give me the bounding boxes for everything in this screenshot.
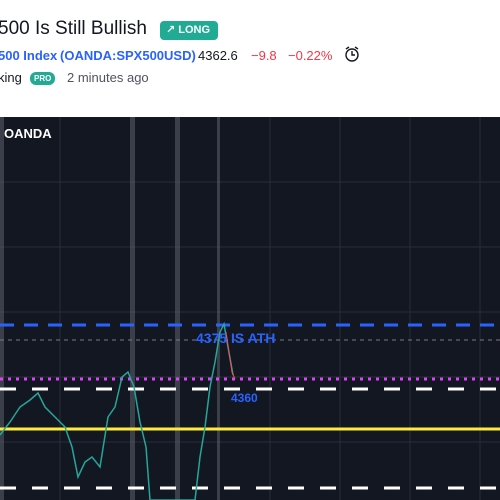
symbol-code[interactable]: (OANDA:SPX500USD): [60, 48, 196, 63]
author[interactable]: king: [0, 70, 22, 85]
level-annotation: 4360: [231, 391, 258, 405]
chart-bg: [0, 117, 500, 500]
price-path: [0, 321, 234, 500]
session-bars: [0, 117, 220, 500]
price-path-red: [225, 331, 236, 380]
long-badge[interactable]: ↗ LONG: [160, 21, 219, 40]
alert-icon[interactable]: [343, 45, 361, 63]
pro-badge: PRO: [30, 72, 56, 85]
grid: [0, 117, 500, 500]
change: −9.8: [251, 48, 277, 63]
chart: OANDA 4375 IS ATH 4360: [0, 117, 500, 500]
price: 4362.6: [198, 48, 238, 63]
idea-title: 500 Is Still Bullish: [0, 18, 147, 39]
change-percent: −0.22%: [288, 48, 333, 63]
ath-annotation: 4375 IS ATH: [196, 330, 275, 346]
source-label: OANDA: [4, 126, 52, 141]
time: 2 minutes ago: [67, 70, 149, 85]
symbol-name[interactable]: 500 Index: [0, 48, 58, 63]
badge-text: LONG: [178, 24, 211, 36]
